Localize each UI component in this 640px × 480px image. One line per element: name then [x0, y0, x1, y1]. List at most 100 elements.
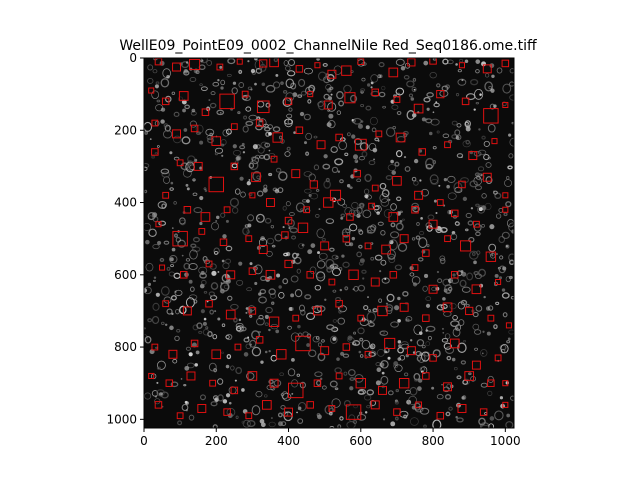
image-panel	[143, 57, 515, 429]
cell-blob	[181, 254, 184, 257]
cell-blob	[399, 219, 403, 223]
cell	[436, 130, 440, 134]
cell-blob	[330, 93, 333, 96]
cell	[151, 90, 159, 99]
cell	[501, 231, 510, 240]
cell-blob	[462, 196, 468, 202]
cell	[413, 324, 423, 335]
cell-blob	[275, 329, 280, 334]
cell-blob	[324, 298, 327, 301]
cell	[351, 202, 359, 209]
cell	[160, 168, 170, 175]
cell	[411, 275, 421, 285]
cell	[255, 391, 263, 398]
detection-box	[327, 69, 337, 79]
cell	[489, 103, 496, 110]
detection-box	[364, 350, 372, 358]
cell	[156, 360, 166, 370]
detection-box	[272, 132, 283, 143]
cell	[380, 259, 387, 266]
cell-blob	[341, 254, 345, 258]
cell	[152, 302, 160, 311]
cell	[255, 213, 265, 223]
detection-box	[251, 172, 261, 183]
cell	[462, 140, 471, 148]
cell	[419, 366, 426, 372]
cell-blob	[491, 74, 495, 79]
cell	[483, 140, 490, 147]
cell	[297, 94, 303, 98]
cell-blob	[254, 58, 258, 61]
cell-blob	[180, 378, 183, 380]
cell	[268, 172, 273, 177]
cell	[327, 102, 337, 112]
cell	[264, 394, 268, 398]
detection-box	[388, 67, 399, 78]
cell	[207, 137, 214, 144]
cell	[203, 259, 211, 265]
cell	[481, 223, 485, 228]
cell	[477, 149, 487, 156]
cell-blob	[362, 277, 365, 280]
cell	[189, 249, 198, 260]
cell	[418, 237, 428, 248]
cell	[349, 94, 358, 103]
cell-blob	[505, 381, 510, 385]
detection-box	[223, 206, 231, 214]
cell	[325, 177, 330, 183]
cell	[273, 379, 282, 387]
cell-blob	[260, 360, 264, 364]
cell	[408, 93, 414, 98]
cell	[426, 92, 434, 98]
cell	[457, 78, 467, 86]
cell-blob	[384, 277, 387, 281]
detection-box	[354, 138, 367, 151]
cell	[203, 291, 208, 294]
cell-blob	[291, 358, 295, 362]
cell	[432, 146, 437, 150]
cell	[342, 353, 350, 358]
cell	[442, 133, 450, 139]
detection-box	[190, 124, 199, 133]
cell	[444, 288, 452, 294]
cell	[396, 196, 402, 202]
cell-blob	[147, 282, 152, 286]
cell	[443, 342, 452, 350]
cell-blob	[461, 156, 463, 158]
detection-box	[323, 100, 333, 110]
cell-blob	[355, 160, 358, 163]
cell	[508, 153, 514, 159]
cell	[425, 325, 436, 332]
cell	[317, 342, 322, 347]
cell	[329, 86, 334, 90]
detection-boxes	[148, 58, 512, 420]
detection-box	[406, 346, 416, 356]
cell-blob	[442, 331, 445, 334]
cell	[425, 341, 431, 347]
cell	[496, 67, 503, 74]
cell	[288, 107, 293, 112]
cell	[394, 416, 399, 421]
cell	[256, 175, 261, 180]
cell	[356, 178, 361, 182]
cell-blob	[195, 350, 200, 355]
cell	[417, 257, 424, 262]
cell	[144, 121, 153, 132]
cell	[258, 238, 268, 247]
cell	[189, 120, 197, 128]
cell	[378, 62, 385, 68]
detection-box	[422, 372, 430, 380]
cell	[246, 372, 255, 380]
cell-blob	[181, 99, 187, 105]
cell-blob	[219, 111, 222, 114]
cell	[363, 188, 370, 195]
cell-blob	[420, 217, 423, 220]
cell	[340, 213, 346, 218]
cell	[326, 324, 335, 331]
cell-blob	[268, 131, 272, 136]
detection-box	[205, 260, 213, 268]
cell	[203, 187, 207, 190]
cell-blob	[252, 144, 258, 150]
cell	[208, 291, 215, 297]
cell	[500, 343, 509, 354]
